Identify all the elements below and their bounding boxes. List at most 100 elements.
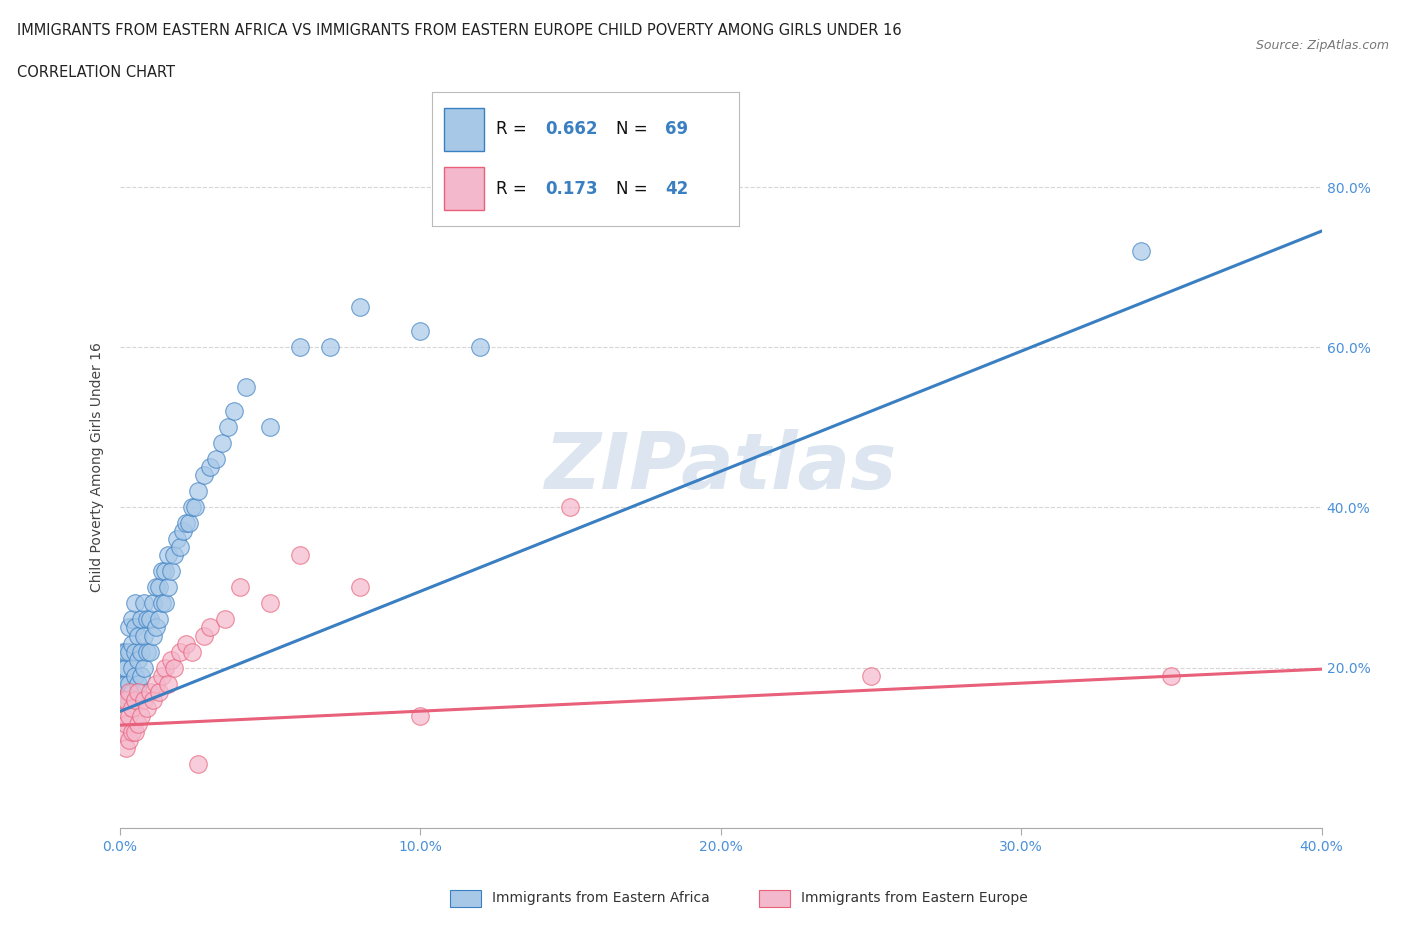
Point bbox=[859, 668, 882, 683]
FancyBboxPatch shape bbox=[444, 167, 484, 210]
Point bbox=[156, 580, 179, 595]
Point bbox=[129, 612, 152, 627]
Point bbox=[187, 756, 209, 771]
Point bbox=[114, 676, 136, 691]
Point bbox=[124, 692, 146, 707]
Point bbox=[129, 668, 152, 683]
Point bbox=[214, 612, 236, 627]
Point bbox=[159, 652, 181, 667]
Point bbox=[135, 644, 157, 659]
Point bbox=[148, 684, 170, 699]
Point bbox=[198, 620, 221, 635]
Point bbox=[117, 620, 139, 635]
Text: ZIPatlas: ZIPatlas bbox=[544, 430, 897, 505]
Point bbox=[169, 644, 191, 659]
Point bbox=[132, 628, 155, 643]
Point bbox=[193, 628, 215, 643]
Point bbox=[153, 564, 176, 578]
Point bbox=[142, 692, 165, 707]
Point bbox=[114, 716, 136, 731]
Point bbox=[127, 676, 149, 691]
Point bbox=[349, 299, 371, 314]
Point bbox=[145, 620, 167, 635]
Point bbox=[319, 339, 342, 354]
Point bbox=[174, 636, 197, 651]
Point bbox=[117, 732, 139, 747]
Point bbox=[235, 379, 257, 394]
Point bbox=[142, 596, 165, 611]
Text: R =: R = bbox=[496, 120, 533, 139]
Point bbox=[1130, 244, 1153, 259]
Point bbox=[132, 660, 155, 675]
Point bbox=[117, 644, 139, 659]
Point bbox=[150, 564, 173, 578]
Point bbox=[117, 708, 139, 723]
Point bbox=[138, 612, 160, 627]
Point bbox=[148, 612, 170, 627]
Point bbox=[111, 724, 134, 739]
Point bbox=[150, 668, 173, 683]
Text: CORRELATION CHART: CORRELATION CHART bbox=[17, 65, 174, 80]
Point bbox=[145, 676, 167, 691]
Text: N =: N = bbox=[616, 179, 652, 197]
Point bbox=[114, 660, 136, 675]
Point bbox=[121, 684, 143, 699]
Point bbox=[288, 339, 311, 354]
Point bbox=[111, 660, 134, 675]
Point bbox=[180, 644, 202, 659]
Point bbox=[228, 580, 252, 595]
Point bbox=[117, 684, 139, 699]
Point bbox=[124, 620, 146, 635]
Point bbox=[259, 596, 281, 611]
Point bbox=[138, 644, 160, 659]
FancyBboxPatch shape bbox=[444, 109, 484, 152]
Point bbox=[156, 548, 179, 563]
Point bbox=[132, 596, 155, 611]
Text: 42: 42 bbox=[665, 179, 689, 197]
Point bbox=[121, 724, 143, 739]
Point bbox=[198, 460, 221, 475]
Point bbox=[114, 692, 136, 707]
Text: R =: R = bbox=[496, 179, 533, 197]
Y-axis label: Child Poverty Among Girls Under 16: Child Poverty Among Girls Under 16 bbox=[90, 342, 104, 592]
Text: 0.173: 0.173 bbox=[546, 179, 598, 197]
Text: Immigrants from Eastern Europe: Immigrants from Eastern Europe bbox=[801, 891, 1028, 906]
Point bbox=[111, 708, 134, 723]
Point bbox=[162, 548, 184, 563]
Point bbox=[129, 644, 152, 659]
Point bbox=[169, 540, 191, 555]
Point bbox=[222, 404, 245, 418]
Point bbox=[124, 596, 146, 611]
Point bbox=[288, 548, 311, 563]
Point bbox=[124, 644, 146, 659]
Point bbox=[159, 564, 181, 578]
Point bbox=[211, 436, 233, 451]
Text: 0.662: 0.662 bbox=[546, 120, 598, 139]
Text: Source: ZipAtlas.com: Source: ZipAtlas.com bbox=[1256, 39, 1389, 52]
Point bbox=[153, 596, 176, 611]
Text: N =: N = bbox=[616, 120, 652, 139]
Point bbox=[124, 724, 146, 739]
Text: 69: 69 bbox=[665, 120, 688, 139]
Point bbox=[114, 740, 136, 755]
Point bbox=[187, 484, 209, 498]
Text: Immigrants from Eastern Africa: Immigrants from Eastern Africa bbox=[492, 891, 710, 906]
Point bbox=[121, 636, 143, 651]
Point bbox=[114, 692, 136, 707]
Point bbox=[121, 660, 143, 675]
Point bbox=[1160, 668, 1182, 683]
Point bbox=[177, 516, 200, 531]
Point bbox=[117, 676, 139, 691]
Point bbox=[127, 652, 149, 667]
Point bbox=[153, 660, 176, 675]
Point bbox=[121, 700, 143, 715]
Point bbox=[166, 532, 188, 547]
Point bbox=[468, 339, 492, 354]
Point bbox=[217, 419, 239, 434]
Point bbox=[129, 708, 152, 723]
Point bbox=[142, 628, 165, 643]
Point bbox=[138, 684, 160, 699]
Point bbox=[114, 644, 136, 659]
Point bbox=[117, 692, 139, 707]
Point bbox=[150, 596, 173, 611]
